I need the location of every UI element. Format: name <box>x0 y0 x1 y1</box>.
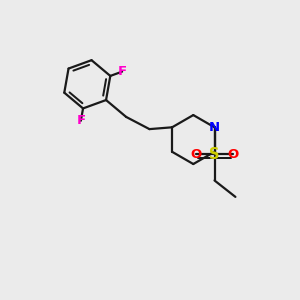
Text: N: N <box>209 121 220 134</box>
Text: F: F <box>118 65 127 78</box>
Text: S: S <box>209 147 220 162</box>
Text: F: F <box>76 114 86 127</box>
Text: O: O <box>227 148 239 161</box>
Text: O: O <box>190 148 202 161</box>
